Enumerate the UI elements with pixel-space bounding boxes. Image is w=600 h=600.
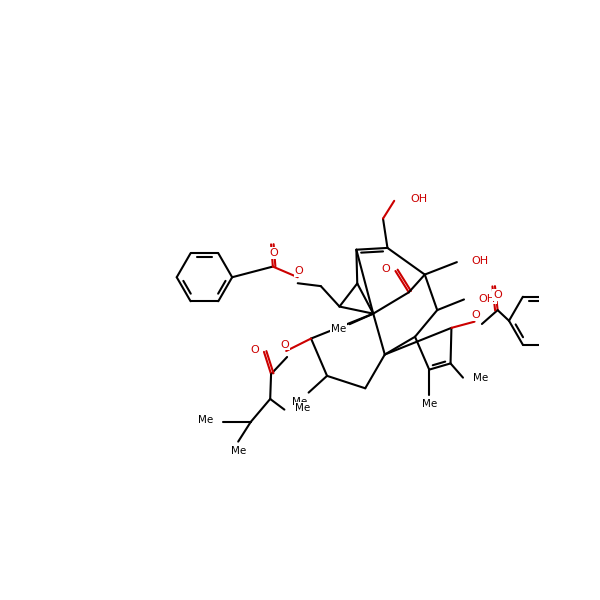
Text: O: O (295, 266, 304, 276)
Text: O: O (250, 345, 259, 355)
Text: O: O (280, 340, 289, 350)
Text: OH: OH (479, 293, 496, 304)
Text: OH: OH (410, 194, 428, 203)
Text: O: O (382, 264, 391, 274)
Text: OH: OH (472, 256, 489, 266)
Text: O: O (472, 310, 480, 320)
Text: Me: Me (230, 446, 246, 456)
Text: Me: Me (292, 397, 307, 407)
Text: Me: Me (197, 415, 213, 425)
Text: O: O (493, 290, 502, 301)
Text: Me: Me (473, 373, 488, 383)
Text: Me: Me (331, 324, 347, 334)
Text: Me: Me (422, 399, 437, 409)
Text: Me: Me (295, 403, 310, 413)
Text: O: O (269, 248, 278, 257)
